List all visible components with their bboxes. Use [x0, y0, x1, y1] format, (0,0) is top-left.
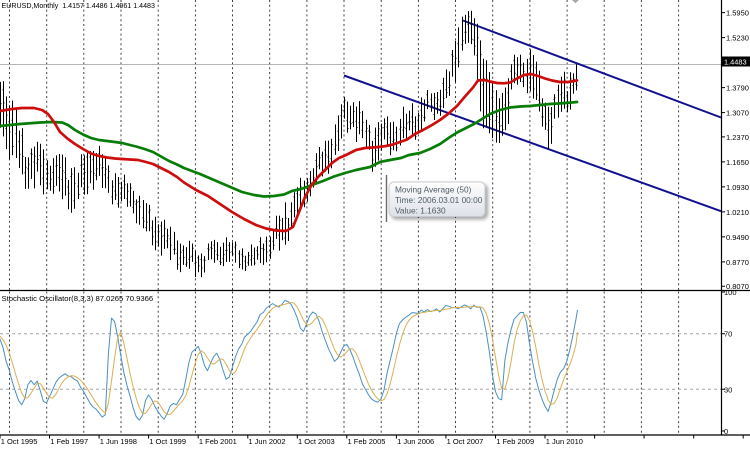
svg-text:Value: 1.1630: Value: 1.1630: [395, 206, 446, 216]
svg-text:70: 70: [724, 330, 732, 339]
svg-text:1 Jun 1998: 1 Jun 1998: [100, 437, 137, 446]
svg-text:1.5230: 1.5230: [726, 34, 749, 43]
svg-text:1.3070: 1.3070: [726, 109, 749, 118]
svg-text:Time: 2006.03.01 00:00: Time: 2006.03.01 00:00: [395, 195, 483, 205]
svg-text:1.3790: 1.3790: [726, 84, 749, 93]
svg-text:0: 0: [724, 427, 728, 436]
svg-text:1 Oct 1999: 1 Oct 1999: [149, 437, 186, 446]
svg-text:1 Jun 2010: 1 Jun 2010: [546, 437, 583, 446]
svg-text:1.4483: 1.4483: [724, 58, 747, 67]
svg-text:1 Feb 2001: 1 Feb 2001: [199, 437, 237, 446]
svg-text:1 Jun 2002: 1 Jun 2002: [248, 437, 285, 446]
svg-text:1 Oct 2003: 1 Oct 2003: [298, 437, 335, 446]
svg-text:1.5950: 1.5950: [726, 9, 749, 18]
svg-text:1 Feb 2009: 1 Feb 2009: [496, 437, 534, 446]
svg-text:0.9490: 0.9490: [726, 233, 749, 242]
svg-text:1 Jun 2006: 1 Jun 2006: [397, 437, 434, 446]
svg-text:0.8070: 0.8070: [726, 282, 749, 291]
svg-text:0.8770: 0.8770: [726, 258, 749, 267]
svg-text:EURUSD,Monthly 1.4157 1.4486: EURUSD,Monthly 1.4157 1.4486 1.4061 1.44…: [2, 2, 155, 10]
svg-text:Moving Average (50): Moving Average (50): [395, 185, 472, 195]
svg-text:1 Oct 1995: 1 Oct 1995: [1, 437, 38, 446]
svg-text:1.0930: 1.0930: [726, 183, 749, 192]
svg-text:100: 100: [724, 288, 737, 297]
svg-text:1 Feb 2005: 1 Feb 2005: [348, 437, 386, 446]
svg-text:1 Oct 2007: 1 Oct 2007: [447, 437, 484, 446]
svg-text:1.1650: 1.1650: [726, 158, 749, 167]
svg-text:1 Feb 1997: 1 Feb 1997: [50, 437, 88, 446]
svg-text:Stochastic Oscillator(8,3,3) 8: Stochastic Oscillator(8,3,3) 87.0265 70.…: [2, 294, 154, 303]
svg-text:1.2370: 1.2370: [726, 133, 749, 142]
svg-text:1.0210: 1.0210: [726, 208, 749, 217]
svg-text:30: 30: [724, 385, 732, 394]
